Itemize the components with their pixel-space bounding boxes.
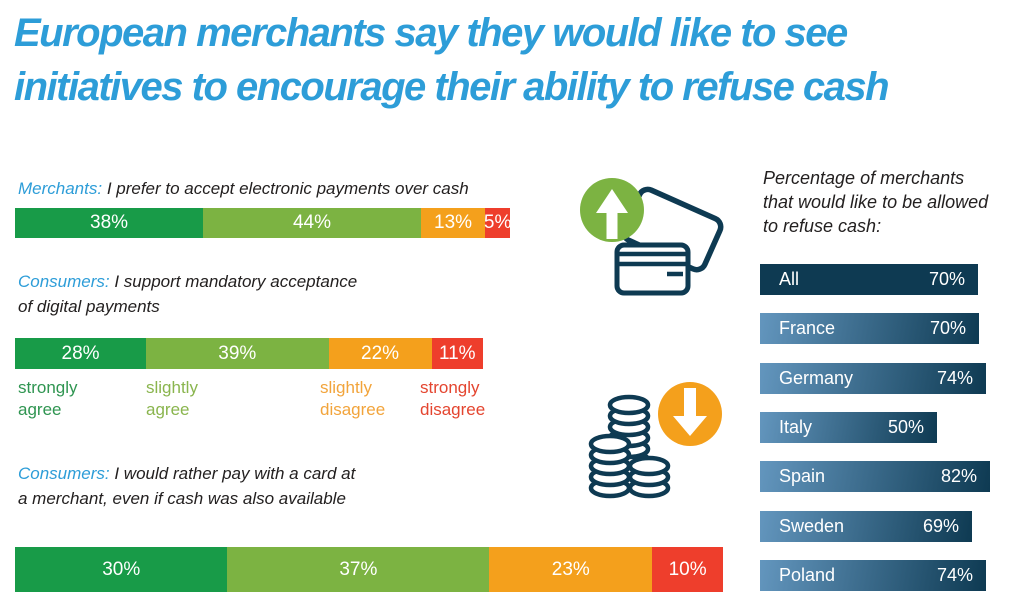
country-label: Poland xyxy=(779,565,836,585)
label-prefix: Consumers: xyxy=(18,464,110,483)
legend-slightly-agree: slightly agree xyxy=(146,378,198,419)
bar-segment-strongly-agree: 30% xyxy=(15,547,228,592)
country-value: 74% xyxy=(936,368,973,388)
refuse-cash-bar-all: All 70% xyxy=(760,264,978,295)
label-text: I would rather pay with a card at xyxy=(109,464,356,483)
bar-segment-slightly-disagree: 22% xyxy=(328,338,432,369)
segment-value: 13% xyxy=(434,212,473,233)
bar-segment-strongly-disagree: 5% xyxy=(483,208,512,238)
bar-segment-strongly-disagree: 10% xyxy=(652,547,723,592)
down-arrow-circle xyxy=(658,382,722,446)
country-label: Italy xyxy=(779,417,813,437)
segment-value: 37% xyxy=(339,558,378,580)
refuse-cash-heading: Percentage of merchants that would like … xyxy=(763,168,989,236)
bar-segment-slightly-disagree: 23% xyxy=(489,547,653,592)
legend-strongly-disagree: strongly disagree xyxy=(420,378,486,419)
credit-cards-up-arrow-icon xyxy=(580,178,724,296)
bar-segment-slightly-agree: 37% xyxy=(227,547,490,592)
segment-value: 22% xyxy=(361,342,400,364)
refuse-cash-bar-sweden: Sweden 69% xyxy=(760,511,972,542)
chart-merchants-prefer-label: Merchants: I prefer to accept electronic… xyxy=(18,176,469,201)
refuse-cash-bar-spain: Spain 82% xyxy=(760,461,990,492)
segment-value: 10% xyxy=(668,558,707,580)
label-prefix: Consumers: xyxy=(18,272,110,291)
label-prefix: Merchants: xyxy=(18,179,103,198)
bar-segment-strongly-agree: 28% xyxy=(15,338,147,369)
coin-stack-right xyxy=(627,455,671,499)
coin-stacks-down-arrow-icon xyxy=(588,382,722,499)
bar-segment-strongly-disagree: 11% xyxy=(431,338,483,369)
refuse-cash-chart: All 70% France 70% Germany 74% Italy 50% Spain 82… xyxy=(760,264,1024,613)
legend-slightly-disagree: slightly disagree xyxy=(320,378,386,419)
page-title: European merchants say they would like t… xyxy=(14,6,890,114)
country-label: All xyxy=(779,269,800,289)
segment-value: 23% xyxy=(551,558,590,580)
coin-stack-left xyxy=(588,433,632,499)
refuse-cash-bar-italy: Italy 50% xyxy=(760,412,937,443)
refuse-cash-bar-france: France 70% xyxy=(760,313,979,344)
stacked-bar-merchants-prefer: 38% 44% 13% 5% xyxy=(15,208,512,238)
label-text: of digital payments xyxy=(18,297,160,316)
segment-value: 5% xyxy=(483,212,512,233)
country-value: 70% xyxy=(928,269,965,289)
bar-segment-slightly-disagree: 13% xyxy=(420,208,486,238)
country-label: France xyxy=(779,318,836,338)
chart-consumers-mandatory-label: Consumers: I support mandatory acceptanc… xyxy=(18,269,357,319)
segment-value: 30% xyxy=(102,558,141,580)
label-text: I support mandatory acceptance xyxy=(109,272,358,291)
country-value: 69% xyxy=(922,516,959,536)
stacked-bar-consumers-mandatory: 28% 39% 22% 11% xyxy=(15,338,483,369)
segment-value: 28% xyxy=(61,342,100,364)
bar-segment-strongly-agree: 38% xyxy=(15,208,204,238)
legend-strongly-agree: strongly agree xyxy=(18,378,78,419)
title-line-1: European merchants say they would like t… xyxy=(14,11,848,55)
label-text: a merchant, even if cash was also availa… xyxy=(18,489,346,508)
up-arrow-circle xyxy=(580,178,644,242)
stacked-bar-consumers-card: 30% 37% 23% 10% xyxy=(15,547,723,592)
refuse-cash-bar-germany: Germany 74% xyxy=(760,363,986,394)
bar-segment-slightly-agree: 39% xyxy=(146,338,329,369)
country-value: 70% xyxy=(929,318,966,338)
segment-value: 11% xyxy=(438,342,476,364)
segment-value: 44% xyxy=(292,212,331,233)
country-label: Germany xyxy=(779,368,854,388)
country-value: 82% xyxy=(940,466,977,486)
segment-value: 39% xyxy=(218,342,257,364)
country-value: 74% xyxy=(936,565,973,585)
bar-segment-slightly-agree: 44% xyxy=(203,208,421,238)
country-label: Spain xyxy=(779,466,826,486)
label-text: I prefer to accept electronic payments o… xyxy=(102,179,469,198)
country-value: 50% xyxy=(887,417,924,437)
title-line-2: initiatives to encourage their ability t… xyxy=(14,65,890,109)
front-card xyxy=(614,242,691,296)
country-label: Sweden xyxy=(779,516,845,536)
segment-value: 38% xyxy=(90,212,129,233)
refuse-cash-bar-poland: Poland 74% xyxy=(760,560,986,591)
chart-consumers-card-label: Consumers: I would rather pay with a car… xyxy=(18,461,355,511)
